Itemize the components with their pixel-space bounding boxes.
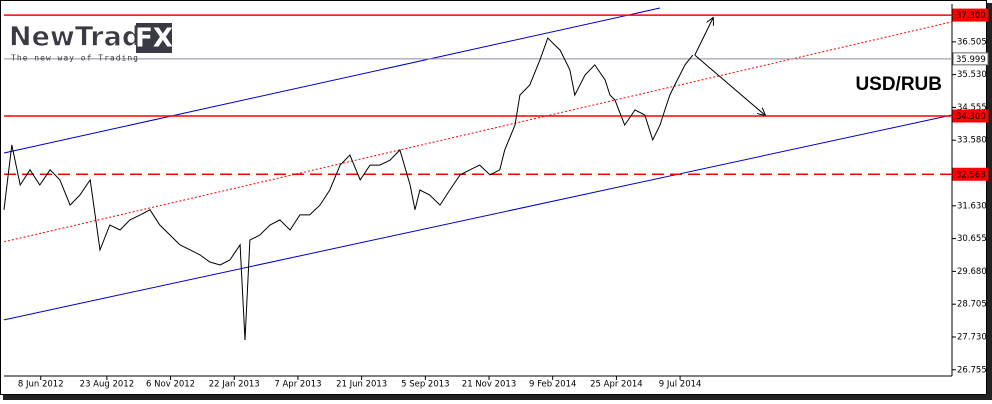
x-tick-label: 21 Nov 2013 (462, 380, 516, 390)
x-tick-label: 5 Sep 2013 (401, 380, 449, 390)
y-tick-label: 31.630 (957, 201, 987, 211)
y-tick-label: 28.705 (957, 300, 987, 310)
frame (0, 0, 987, 395)
logo: NewTrade FX The new way of Trading (9, 21, 173, 63)
y-tick-label: 33.580 (957, 136, 987, 146)
price-line (3, 37, 694, 341)
x-tick-label: 23 Aug 2012 (80, 380, 134, 390)
shadow (987, 3, 992, 400)
x-tick-label: 9 Jul 2014 (659, 380, 702, 390)
x-tick-label: 9 Feb 2014 (529, 380, 577, 390)
y-tick-label: 35.530 (957, 70, 987, 80)
x-tick-label: 25 Apr 2014 (590, 380, 643, 390)
x-tick-label: 22 Jan 2013 (209, 380, 260, 390)
level-label: 35.999 (956, 55, 986, 65)
level-label: 34.300 (956, 112, 986, 122)
arrow (694, 18, 713, 56)
x-tick-label: 6 Nov 2012 (146, 380, 195, 390)
logo-box (136, 23, 172, 53)
level-tag (952, 167, 989, 181)
level-tag (952, 8, 989, 22)
x-tick-label: 21 Jun 2013 (336, 380, 387, 390)
y-tick-label: 36.505 (957, 37, 987, 47)
level-tag (952, 109, 989, 123)
level-label: 32.568 (956, 170, 986, 180)
shadow (3, 395, 992, 400)
x-tick-label: 7 Apr 2013 (274, 380, 321, 390)
y-tick-label: 27.730 (957, 332, 987, 342)
level-tag (952, 52, 989, 66)
arrow (694, 54, 765, 115)
logo-tagline: The new way of Trading (11, 54, 139, 63)
y-tick-label: 29.680 (957, 267, 987, 277)
x-tick-label: 8 Jun 2012 (18, 380, 64, 390)
logo-mark: FX (135, 24, 173, 54)
y-tick-label: 26.755 (957, 365, 987, 375)
chart-title: USD/RUB (855, 74, 942, 95)
logo-name: NewTrade (9, 22, 159, 53)
y-tick-label: 34.555 (957, 103, 987, 113)
y-tick-label: 30.655 (957, 234, 987, 244)
level-label: 37.300 (956, 11, 986, 21)
trendline (3, 114, 953, 321)
trendline (3, 7, 661, 154)
